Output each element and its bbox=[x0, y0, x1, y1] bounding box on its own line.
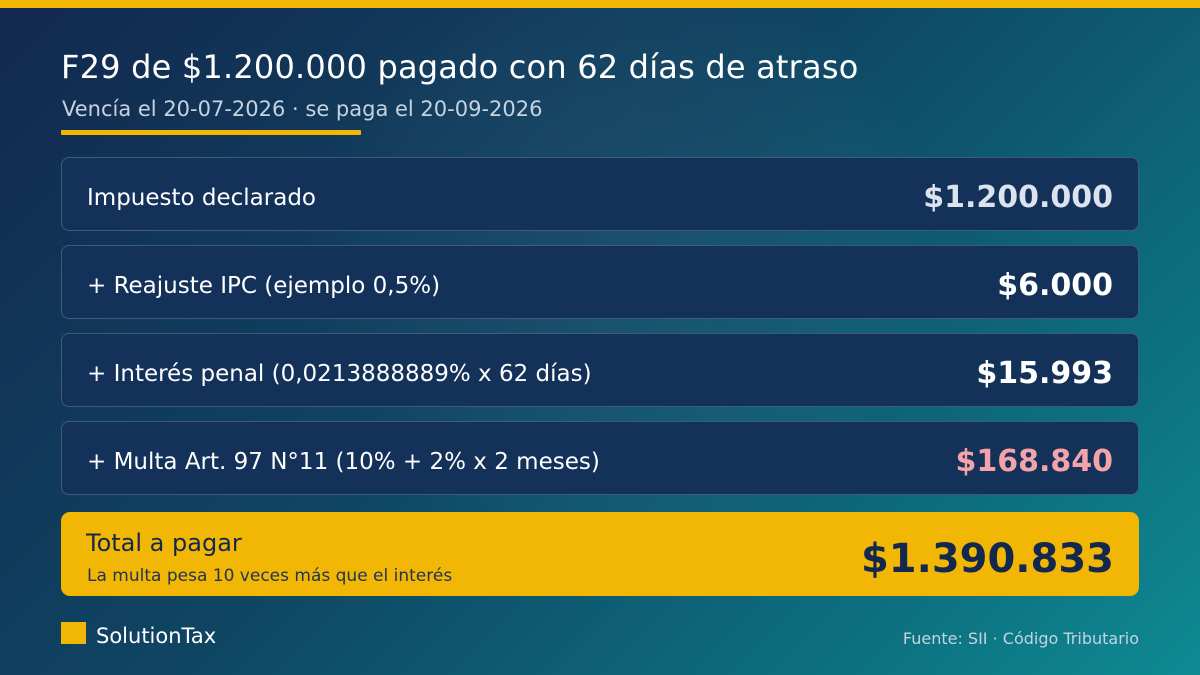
total-card: Total a pagar La multa pesa 10 veces más… bbox=[61, 512, 1139, 596]
brand-name: SolutionTax bbox=[96, 624, 217, 648]
title-underline bbox=[61, 130, 361, 135]
row-label: + Multa Art. 97 N°11 (10% + 2% x 2 meses… bbox=[87, 449, 600, 475]
brand-square-icon bbox=[61, 622, 86, 644]
total-label: Total a pagar bbox=[86, 529, 242, 557]
source-note: Fuente: SII · Código Tributario bbox=[902, 629, 1139, 648]
row-value: $6.000 bbox=[997, 268, 1113, 303]
row-value: $15.993 bbox=[976, 356, 1113, 391]
total-value: $1.390.833 bbox=[860, 536, 1114, 582]
row-value-penalty: $168.840 bbox=[955, 444, 1113, 479]
row-reajuste-ipc: + Reajuste IPC (ejemplo 0,5%) $6.000 bbox=[61, 245, 1139, 319]
page-subtitle: Vencía el 20-07-2026 · se paga el 20-09-… bbox=[62, 97, 543, 121]
total-note: La multa pesa 10 veces más que el interé… bbox=[87, 566, 453, 586]
row-value: $1.200.000 bbox=[923, 180, 1113, 215]
row-label: Impuesto declarado bbox=[87, 185, 317, 211]
row-label: + Reajuste IPC (ejemplo 0,5%) bbox=[87, 273, 441, 299]
top-accent-bar bbox=[0, 0, 1200, 8]
page-title: F29 de $1.200.000 pagado con 62 días de … bbox=[61, 48, 859, 86]
row-multa: + Multa Art. 97 N°11 (10% + 2% x 2 meses… bbox=[61, 421, 1139, 495]
row-impuesto-declarado: Impuesto declarado $1.200.000 bbox=[61, 157, 1139, 231]
row-interes-penal: + Interés penal (0,0213888889% x 62 días… bbox=[61, 333, 1139, 407]
row-label: + Interés penal (0,0213888889% x 62 días… bbox=[87, 361, 592, 387]
